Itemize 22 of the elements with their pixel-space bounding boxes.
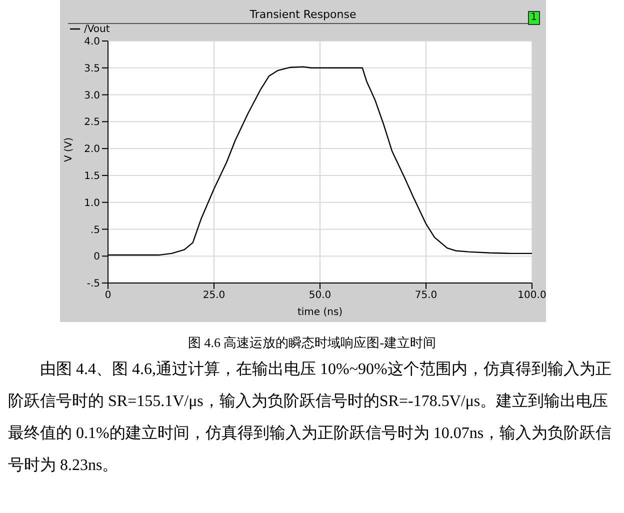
y-tick-label: 2.5 (84, 117, 100, 128)
y-tick-label: 3.0 (84, 90, 100, 102)
y-tick-label: 2.0 (84, 144, 100, 156)
y-tick-label: -.5 (86, 278, 100, 290)
y-tick-label: 1.5 (84, 170, 100, 182)
text: 由图 4.4、图 4.6,通过计算，在输出电压 10%~90%这个范围内，仿真得到输入为正阶跃信号时的 SR=155.1V/μs，输入为负阶跃信号时的SR=-178.5V/μs。建立到输出电压最终值的 0.1%的建立时间，仿真得到输入为正阶跃信号时为 10.07ns，输入为负阶跃信号时为 8.23ns。 (8, 360, 613, 476)
y-tick-label: 1.0 (84, 198, 100, 209)
chart-title: Transient Response (250, 8, 356, 21)
y-tick-label: 4.0 (84, 36, 100, 48)
y-tick-label: 0 (94, 252, 100, 263)
y-axis-title: V (V) (64, 137, 75, 162)
legend-label: /Vout (84, 24, 110, 35)
badge: 1 (528, 11, 540, 25)
x-tick-label: 50.0 (308, 290, 332, 302)
x-tick-label: 25.0 (202, 290, 226, 302)
x-tick-label: 0 (104, 290, 112, 302)
x-tick-label: 75.0 (414, 290, 438, 302)
y-tick-label: 3.5 (84, 63, 100, 74)
x-tick-label: 100.0 (518, 290, 546, 302)
caption: 图 4.6 高速运放的瞬态时域响应图-建立时间 (186, 334, 438, 352)
y-tick-label: .5 (90, 224, 100, 236)
x-axis-title: time (ns) (297, 307, 343, 318)
